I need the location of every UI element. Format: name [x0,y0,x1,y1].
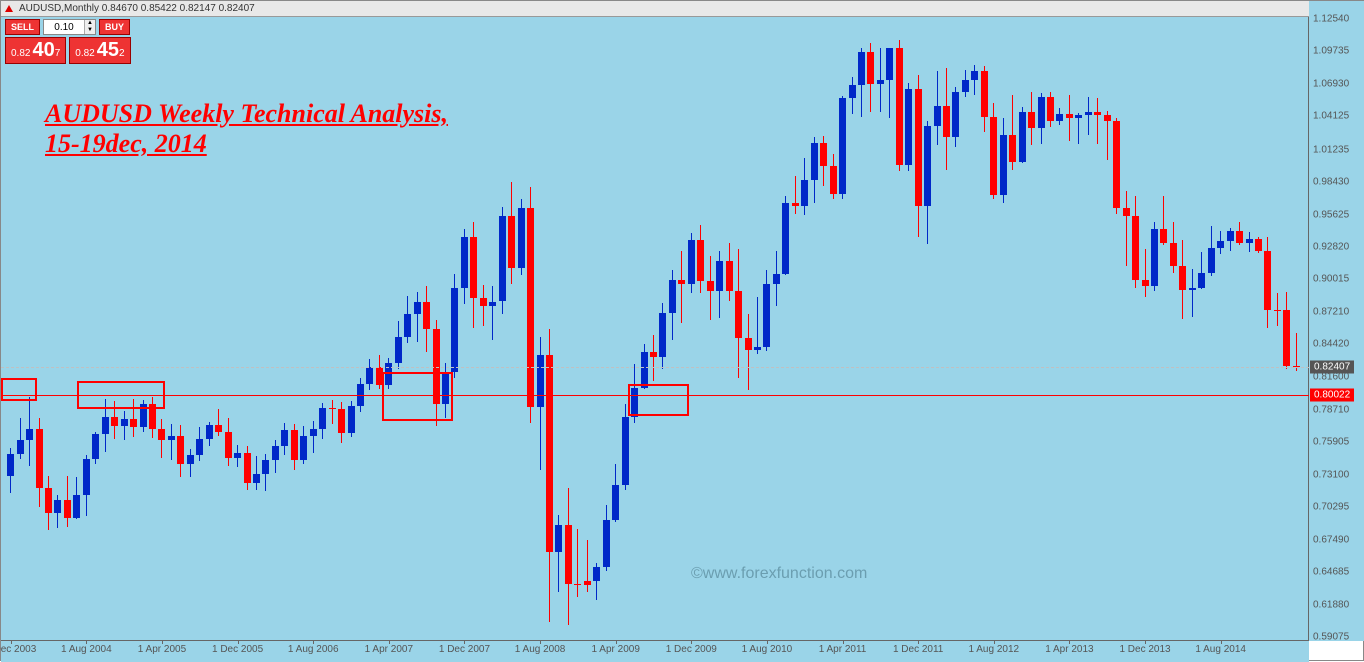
volume-box: ▲▼ [43,19,96,35]
x-tick-label: 1 Dec 2007 [439,644,490,655]
y-tick-label: 1.04125 [1313,111,1349,122]
y-tick-label: 1.01235 [1313,144,1349,155]
y-tick-label: 0.73100 [1313,469,1349,480]
y-tick-label: 0.78710 [1313,405,1349,416]
y-axis: 1.12540 1.09735 1.06930 1.04125 1.01235 0.984… [1309,1,1364,641]
x-tick-label: 1 Apr 2005 [138,644,186,655]
x-tick-label: 1 Aug 2010 [742,644,793,655]
sell-button[interactable]: SELL [5,19,40,35]
y-tick-label: 0.87210 [1313,306,1349,317]
x-tick-label: 1 Aug 2006 [288,644,339,655]
x-tick-label: 1 Dec 2011 [893,644,943,655]
price-tag: 0.80022 [1310,388,1354,401]
bid-prefix: 0.82 [11,48,30,59]
up-triangle-icon [5,5,13,12]
y-tick-label: 0.75905 [1313,437,1349,448]
ask-big: 45 [97,39,119,62]
y-tick-label: 0.95625 [1313,209,1349,220]
chart-title-bar: AUDUSD,Monthly 0.84670 0.85422 0.82147 0… [1,1,1309,17]
watermark: ©www.forexfunction.com [691,565,867,583]
analysis-heading: AUDUSD Weekly Technical Analysis, 15-19d… [45,99,448,159]
y-tick-label: 0.92820 [1313,241,1349,252]
x-tick-label: 1 Dec 2005 [212,644,263,655]
y-tick-label: 0.90015 [1313,274,1349,285]
highlight-rect [77,381,165,409]
highlight-rect [382,372,453,421]
y-tick-label: 1.06930 [1313,78,1349,89]
y-tick-label: 0.61880 [1313,599,1349,610]
ask-sup: 2 [119,48,125,59]
ask-price-box[interactable]: 0.82 45 2 [69,37,130,64]
bid-sup: 7 [55,48,61,59]
x-axis: 1 Dec 2003 1 Aug 2004 1 Apr 2005 1 Dec 2005… [1,641,1309,662]
y-tick-label: 1.09735 [1313,46,1349,57]
y-tick-label: 1.12540 [1313,14,1349,25]
highlight-rect [628,384,689,416]
highlight-rect [1,378,37,401]
x-tick-label: 1 Apr 2013 [1045,644,1093,655]
y-tick-label: 0.70295 [1313,502,1349,513]
y-tick-label: 0.67490 [1313,534,1349,545]
volume-input[interactable] [44,20,84,34]
volume-spinner[interactable]: ▲▼ [84,20,95,34]
buy-button[interactable]: BUY [99,19,130,35]
heading-line1: AUDUSD Weekly Technical Analysis, [45,99,448,128]
price-panel: 0.82 40 7 0.82 45 2 [5,37,131,64]
price-tag: 0.82407 [1310,361,1354,374]
chart-area[interactable]: AUDUSD,Monthly 0.84670 0.85422 0.82147 0… [1,1,1309,641]
x-tick-label: 1 Aug 2008 [515,644,566,655]
y-tick-label: 0.84420 [1313,339,1349,350]
y-tick-label: 0.59075 [1313,632,1349,643]
x-tick-label: 1 Aug 2004 [61,644,112,655]
x-tick-label: 1 Apr 2007 [365,644,413,655]
x-tick-label: 1 Apr 2009 [592,644,640,655]
bid-big: 40 [32,39,54,62]
x-tick-label: 1 Apr 2011 [819,644,867,655]
y-tick-label: 0.98430 [1313,177,1349,188]
x-tick-label: 1 Aug 2014 [1195,644,1246,655]
bid-price-box[interactable]: 0.82 40 7 [5,37,66,64]
heading-line2: 15-19dec, 2014 [45,129,207,158]
x-tick-label: 1 Dec 2009 [666,644,717,655]
x-tick-label: 1 Aug 2012 [968,644,1019,655]
horizontal-line [1,367,1309,368]
order-panel: SELL ▲▼ BUY [5,19,130,35]
x-tick-label: 1 Dec 2003 [0,644,36,655]
x-tick-label: 1 Dec 2013 [1119,644,1170,655]
y-tick-label: 0.64685 [1313,567,1349,578]
ask-prefix: 0.82 [75,48,94,59]
chart-title-text: AUDUSD,Monthly 0.84670 0.85422 0.82147 0… [19,3,255,14]
